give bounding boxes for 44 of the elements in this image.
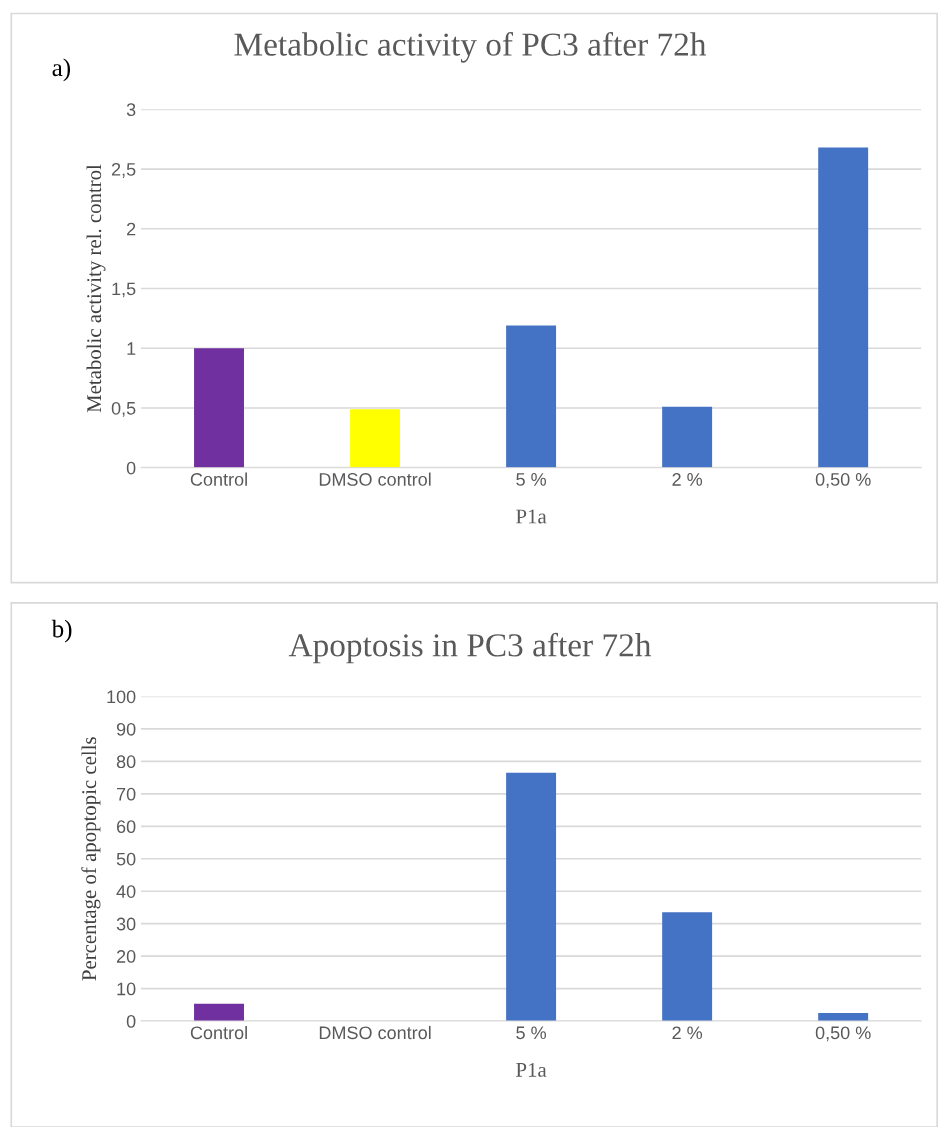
y-tick-label: 0 (126, 1015, 136, 1028)
x-tick-label: 5 % (516, 1026, 547, 1040)
bar (350, 409, 401, 468)
x-tick-label: 0,50 % (815, 1026, 871, 1042)
y-tick-label: 0,5 (111, 401, 136, 417)
chart-title: Metabolic activity of PC3 after 72h (234, 32, 707, 63)
y-tick-label: 80 (116, 755, 136, 769)
bar (818, 147, 869, 468)
y-tick-label: 100 (107, 690, 136, 704)
y-axis-title: Percentage of apoptopic cells (81, 737, 101, 981)
x-tick-label: Control (190, 1025, 247, 1040)
x-tick-label: 2 % (672, 473, 703, 486)
y-tick-label: 30 (116, 917, 136, 931)
y-tick-label: 2,5 (111, 162, 136, 178)
bar (662, 406, 713, 468)
bar (194, 1003, 244, 1022)
y-tick-label: 2 (127, 222, 136, 236)
text: b) (51, 619, 72, 643)
x-tick-label: 5 % (516, 473, 547, 486)
y-tick-label: 0 (126, 461, 136, 475)
bar (662, 912, 713, 1022)
y-tick-label: 1 (127, 342, 136, 355)
bar (506, 772, 557, 1022)
y-tick-label: 60 (116, 820, 136, 834)
y-tick-label: 1,5 (112, 282, 136, 298)
y-tick-label: 90 (116, 722, 136, 736)
chart-title: Apoptosis in PC3 after 72h (288, 632, 652, 664)
bar (194, 348, 244, 468)
y-tick-label: 3 (126, 103, 136, 117)
y-tick-label: 50 (116, 852, 136, 866)
y-tick-label: 10 (117, 982, 136, 996)
x-axis-title: P1a (516, 509, 547, 524)
y-tick-label: 40 (116, 885, 136, 898)
x-tick-label: Control (190, 472, 247, 486)
bar (506, 325, 557, 468)
y-tick-label: 70 (116, 787, 136, 801)
x-axis-title: P1a (516, 1062, 547, 1077)
y-axis-title: Metabolic activity rel. control (86, 164, 106, 413)
x-tick-label: 0,50 % (815, 473, 871, 488)
y-tick-label: 20 (116, 950, 136, 963)
text: a) (52, 58, 71, 82)
x-tick-label: 2 % (672, 1026, 703, 1040)
x-tick-label: DMSO control (319, 472, 431, 486)
x-tick-label: DMSO control (319, 1025, 431, 1040)
